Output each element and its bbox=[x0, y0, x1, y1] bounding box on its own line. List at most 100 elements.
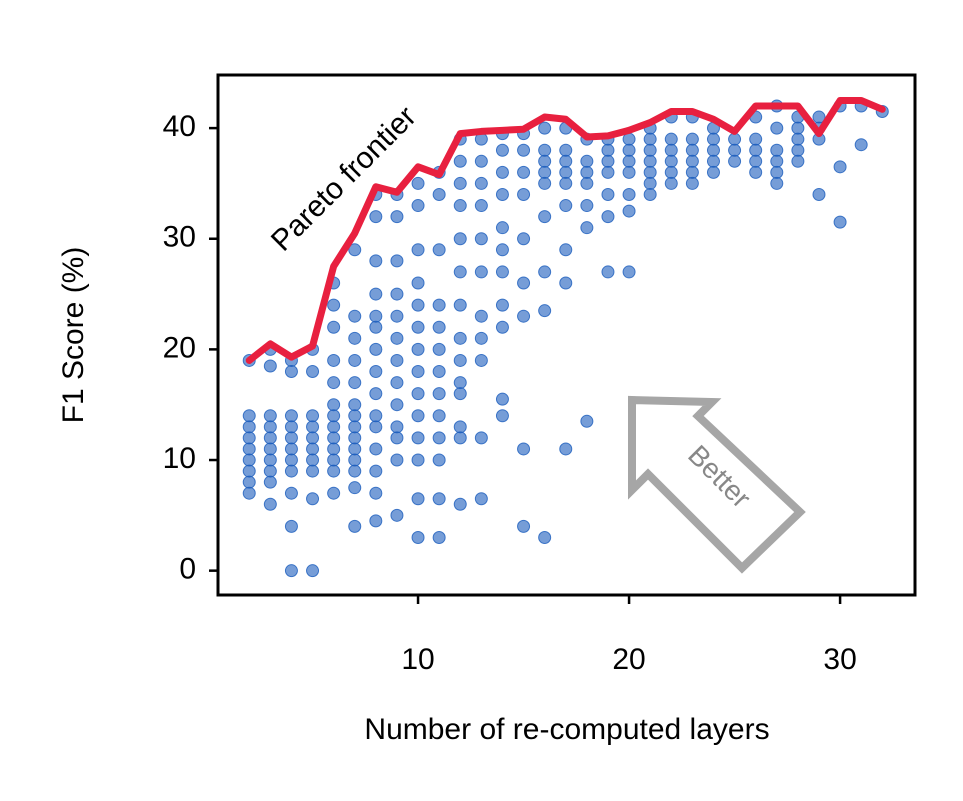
point bbox=[664, 132, 678, 146]
point bbox=[601, 143, 615, 157]
point bbox=[664, 154, 678, 168]
y-tick-label: 10 bbox=[163, 442, 196, 475]
point bbox=[432, 243, 446, 257]
point bbox=[559, 199, 573, 213]
point bbox=[263, 409, 277, 423]
point bbox=[390, 331, 404, 345]
point bbox=[306, 453, 320, 467]
point bbox=[517, 519, 531, 533]
point bbox=[685, 176, 699, 190]
point bbox=[432, 298, 446, 312]
point bbox=[706, 154, 720, 168]
point bbox=[284, 442, 298, 456]
x-axis-label: Number of re-computed layers bbox=[364, 713, 769, 746]
point bbox=[390, 431, 404, 445]
point bbox=[242, 453, 256, 467]
point bbox=[432, 453, 446, 467]
point bbox=[369, 309, 383, 323]
point bbox=[833, 215, 847, 229]
point bbox=[791, 121, 805, 135]
point bbox=[369, 320, 383, 334]
point bbox=[474, 199, 488, 213]
point bbox=[580, 221, 594, 235]
point bbox=[601, 265, 615, 279]
point bbox=[559, 442, 573, 456]
point bbox=[580, 199, 594, 213]
point bbox=[432, 530, 446, 544]
point bbox=[453, 387, 467, 401]
point bbox=[411, 199, 425, 213]
point bbox=[327, 353, 341, 367]
point bbox=[685, 143, 699, 157]
point bbox=[348, 453, 362, 467]
point bbox=[348, 442, 362, 456]
point bbox=[432, 320, 446, 334]
point bbox=[242, 464, 256, 478]
point bbox=[348, 464, 362, 478]
point bbox=[432, 187, 446, 201]
point bbox=[284, 564, 298, 578]
point bbox=[601, 210, 615, 224]
point bbox=[411, 365, 425, 379]
point bbox=[495, 187, 509, 201]
point bbox=[242, 475, 256, 489]
point bbox=[538, 265, 552, 279]
point bbox=[242, 442, 256, 456]
point bbox=[749, 132, 763, 146]
point bbox=[369, 342, 383, 356]
point bbox=[685, 165, 699, 179]
point bbox=[538, 121, 552, 135]
point bbox=[348, 519, 362, 533]
point bbox=[306, 420, 320, 434]
point bbox=[495, 409, 509, 423]
point bbox=[306, 564, 320, 578]
point bbox=[643, 165, 657, 179]
point bbox=[580, 414, 594, 428]
point bbox=[348, 309, 362, 323]
point bbox=[453, 154, 467, 168]
point bbox=[453, 199, 467, 213]
point bbox=[390, 398, 404, 412]
point bbox=[453, 298, 467, 312]
point bbox=[791, 132, 805, 146]
point bbox=[728, 132, 742, 146]
point bbox=[432, 342, 446, 356]
point bbox=[348, 420, 362, 434]
point bbox=[770, 154, 784, 168]
point bbox=[327, 409, 341, 423]
point bbox=[390, 210, 404, 224]
point bbox=[284, 365, 298, 379]
point bbox=[411, 298, 425, 312]
point bbox=[453, 232, 467, 246]
point bbox=[369, 254, 383, 268]
point bbox=[369, 210, 383, 224]
point bbox=[411, 431, 425, 445]
point bbox=[812, 110, 826, 124]
plot-frame bbox=[216, 73, 917, 597]
point bbox=[306, 492, 320, 506]
point bbox=[706, 132, 720, 146]
point bbox=[791, 143, 805, 157]
point bbox=[411, 176, 425, 190]
point bbox=[580, 176, 594, 190]
point bbox=[432, 492, 446, 506]
point bbox=[559, 143, 573, 157]
point bbox=[284, 464, 298, 478]
point bbox=[749, 165, 763, 179]
point bbox=[495, 243, 509, 257]
point bbox=[517, 187, 531, 201]
point bbox=[538, 143, 552, 157]
y-tick-label: 0 bbox=[179, 553, 196, 586]
point bbox=[622, 143, 636, 157]
point bbox=[432, 387, 446, 401]
point bbox=[559, 165, 573, 179]
point bbox=[411, 320, 425, 334]
point bbox=[517, 232, 531, 246]
point bbox=[622, 204, 636, 218]
point bbox=[622, 187, 636, 201]
point bbox=[453, 353, 467, 367]
point bbox=[284, 420, 298, 434]
point bbox=[411, 342, 425, 356]
point bbox=[369, 464, 383, 478]
